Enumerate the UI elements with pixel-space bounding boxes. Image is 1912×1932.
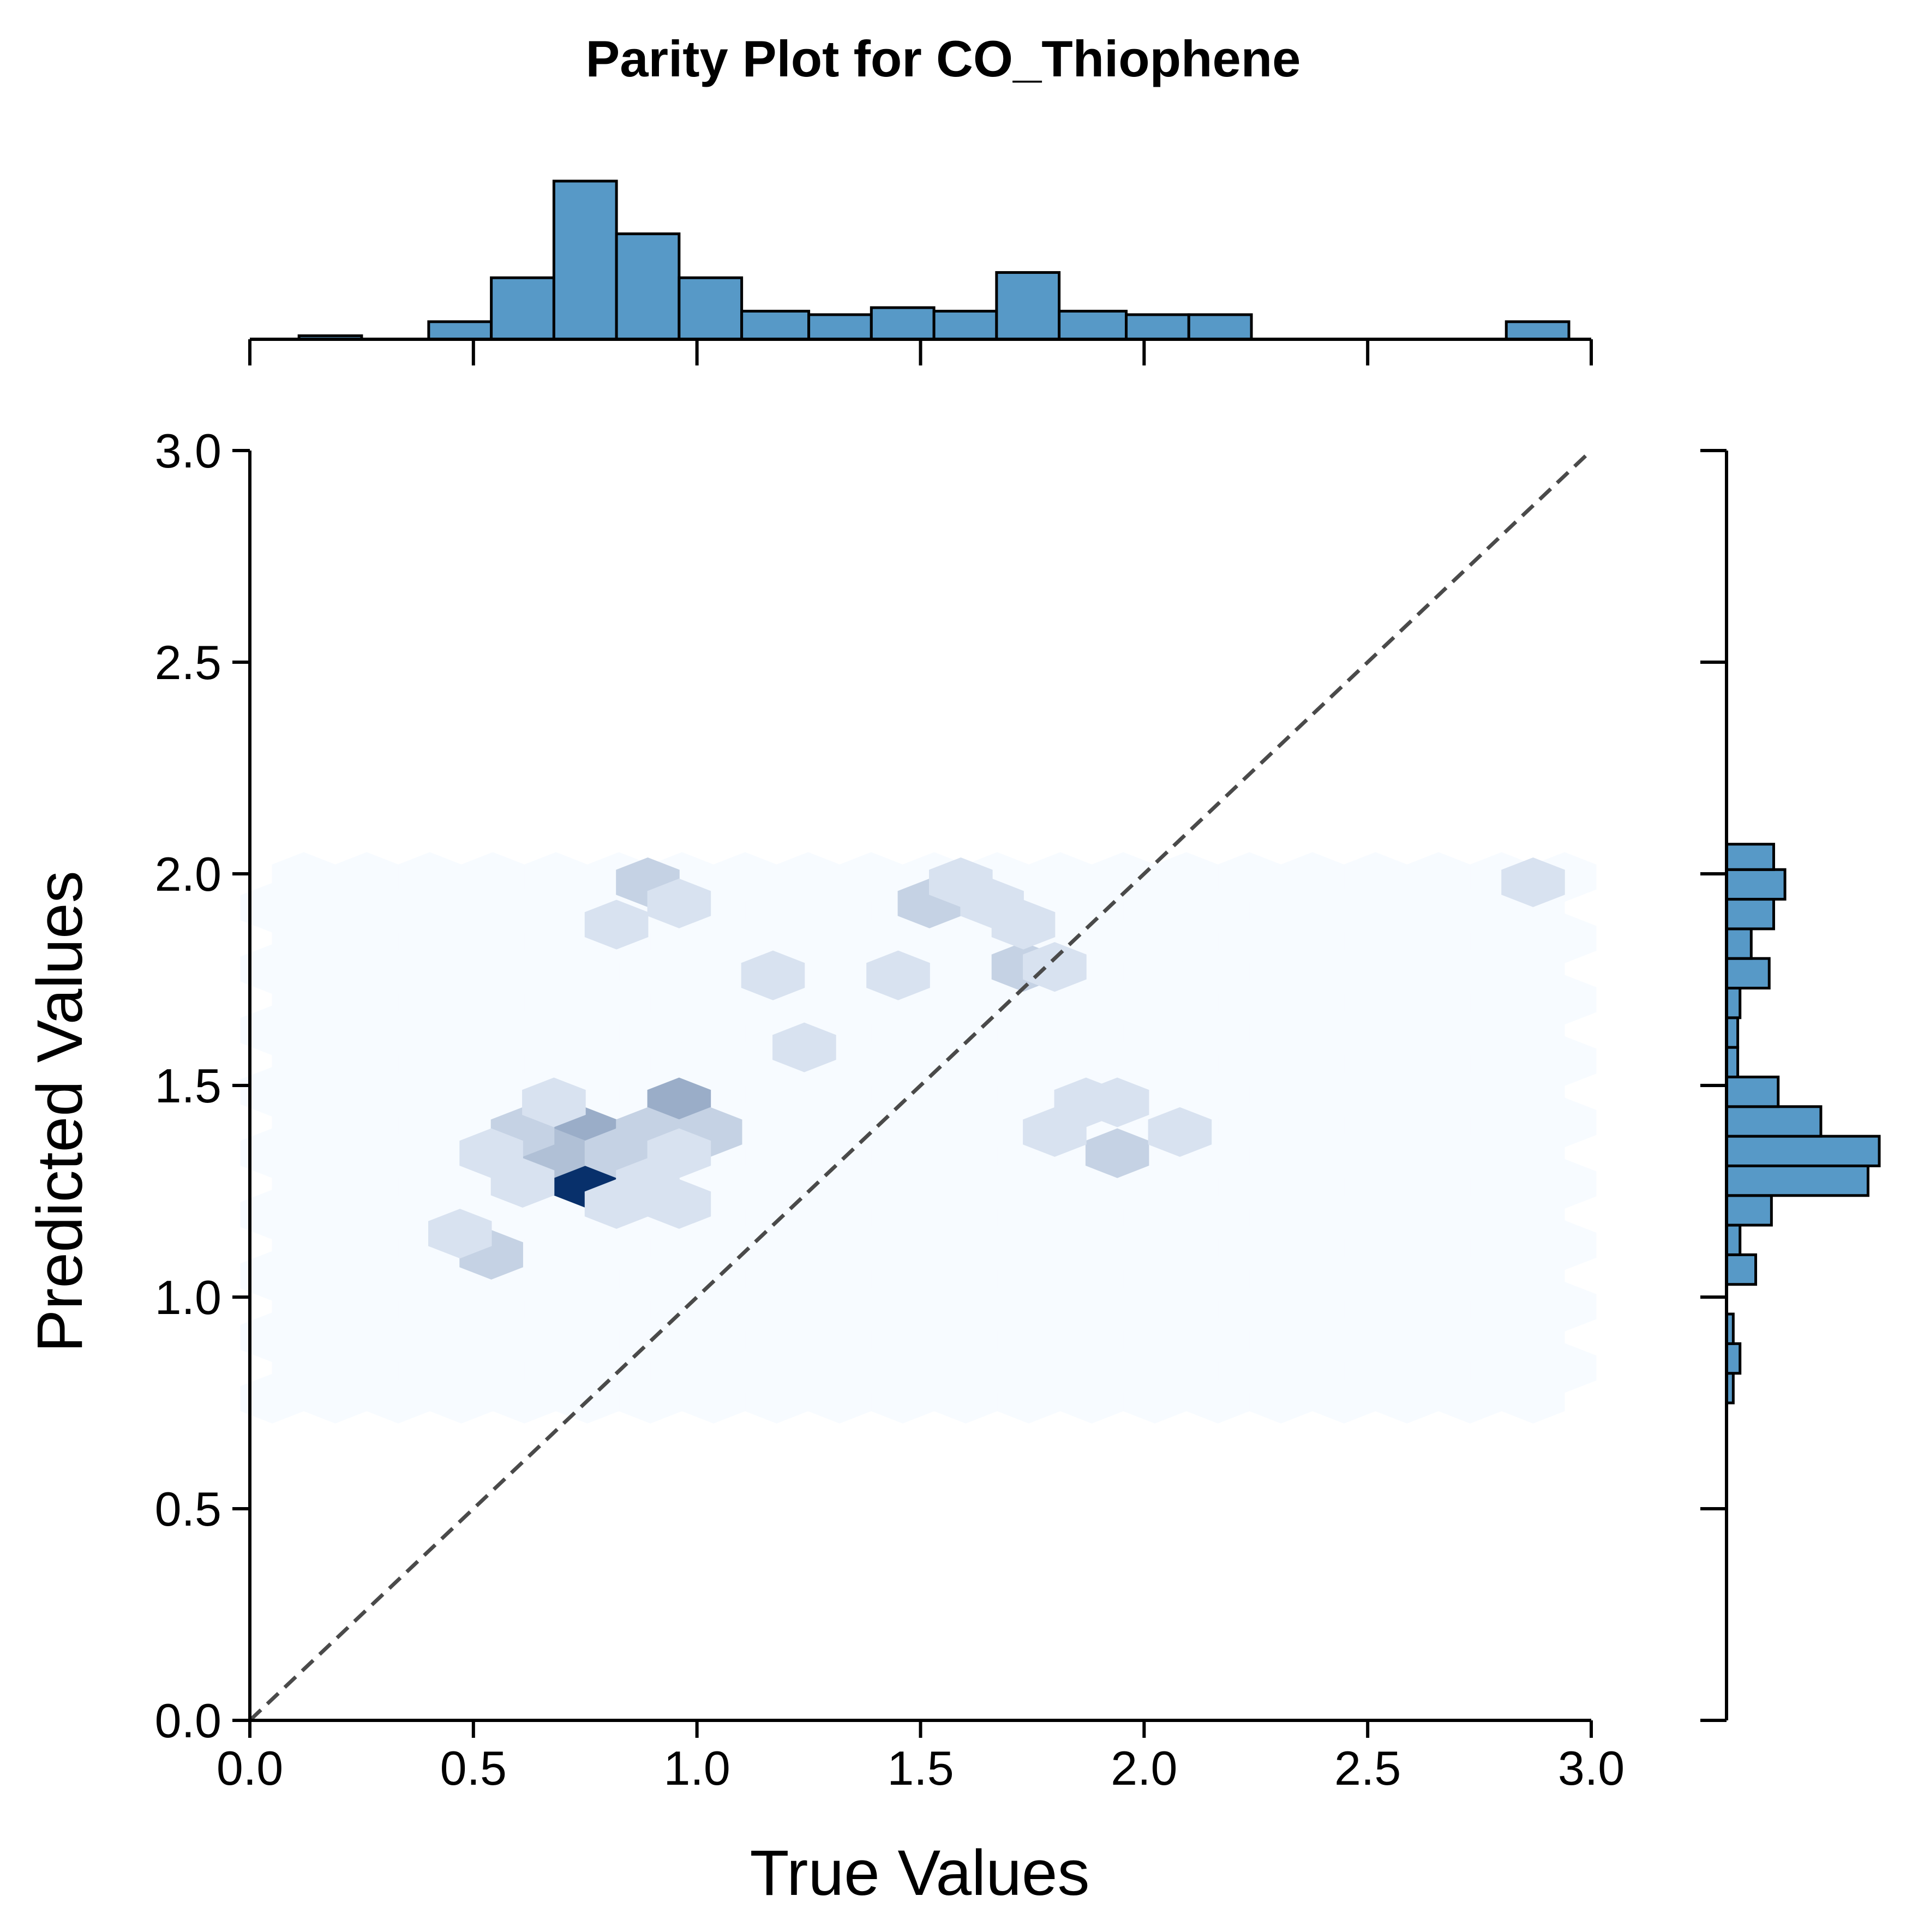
right-histogram-bar (1725, 1016, 1740, 1049)
y-axis-ticks: 0.0 0.5 1.0 1.5 2.0 2.5 3.0 (155, 424, 250, 1748)
x-axis-ticks: 0.0 0.5 1.0 1.5 2.0 2.5 3.0 (217, 1720, 1625, 1795)
y-tick-label: 2.0 (155, 847, 221, 901)
x-tick-label: 3.0 (1558, 1741, 1625, 1795)
x-tick-label: 1.5 (887, 1741, 954, 1795)
right-histogram-bar (1725, 1342, 1742, 1375)
top-histogram-bar (932, 309, 998, 341)
right-histogram-bar (1725, 1253, 1758, 1286)
hexbin-cell (1148, 1107, 1212, 1157)
hexbin-cell (1023, 942, 1087, 992)
top-histogram-bar (995, 271, 1061, 341)
hexbin-cells (240, 852, 1597, 1424)
top-histogram-bar (1125, 313, 1190, 341)
right-histogram-bar (1725, 1046, 1740, 1078)
hexbin-cell (1501, 857, 1565, 908)
top-histogram-bars (297, 179, 1571, 341)
hexbin-cell (490, 1157, 555, 1208)
right-histogram-bar (1725, 1164, 1869, 1197)
parity-line (248, 449, 1593, 1722)
y-tick-label: 1.5 (155, 1059, 221, 1113)
x-tick-label: 0.0 (217, 1741, 283, 1795)
y-tick-label: 1.0 (155, 1270, 221, 1324)
right-histogram-bar (1725, 868, 1787, 901)
hexbin-cell (741, 950, 805, 1000)
top-histogram-ticks (248, 339, 1593, 365)
top-marginal-histogram (248, 179, 1593, 365)
right-histogram-bar (1725, 987, 1742, 1019)
hexbin-cell (584, 899, 649, 950)
hexbin-cell (772, 1022, 836, 1072)
right-histogram-ticks (1700, 449, 1727, 1722)
x-tick-label: 0.5 (440, 1741, 507, 1795)
right-histogram-bar (1725, 898, 1775, 931)
right-histogram-bar (1725, 927, 1753, 960)
x-tick-label: 2.5 (1334, 1741, 1401, 1795)
hexbin-cell (866, 950, 930, 1000)
y-tick-label: 3.0 (155, 424, 221, 478)
top-histogram-bar (740, 309, 811, 341)
top-histogram-bar (615, 232, 681, 341)
top-histogram-bar (1187, 313, 1253, 341)
y-tick-label: 0.5 (155, 1482, 221, 1536)
top-histogram-bar (678, 276, 744, 341)
right-histogram-bars (1725, 843, 1881, 1405)
hexbin-cell (522, 1077, 586, 1127)
y-tick-label: 2.5 (155, 635, 221, 689)
right-histogram-bar (1725, 1135, 1881, 1167)
right-marginal-histogram (1700, 449, 1881, 1722)
right-histogram-bar (1725, 1194, 1773, 1227)
top-histogram-bar (490, 276, 555, 341)
hexbin-cell (428, 1209, 492, 1259)
x-tick-label: 1.0 (663, 1741, 730, 1795)
top-histogram-bar (870, 306, 936, 341)
y-axis-label: Predicted Values (24, 871, 96, 1352)
right-histogram-bar (1725, 1223, 1742, 1256)
hexbin-cell (647, 1179, 711, 1229)
hexbin-panel: 0.0 0.5 1.0 1.5 2.0 2.5 3.0 0.0 0.5 1.0 1.5 2.0 2.5… (24, 424, 1625, 1909)
top-histogram-bar (1505, 320, 1571, 341)
top-histogram-bar (427, 320, 493, 341)
right-histogram-bar (1725, 1075, 1780, 1108)
hexbin-cell (991, 899, 1056, 950)
top-histogram-bar (807, 313, 873, 341)
right-histogram-bar (1725, 957, 1771, 990)
top-histogram-bar (552, 179, 618, 341)
x-tick-label: 2.0 (1111, 1741, 1177, 1795)
right-histogram-bar (1725, 843, 1775, 871)
chart-title: Parity Plot for CO_Thiophene (586, 30, 1301, 87)
y-tick-label: 0.0 (155, 1694, 221, 1748)
hexbin-cell (1054, 1077, 1118, 1127)
right-histogram-bar (1725, 1105, 1823, 1138)
hexbin-cell (1085, 1128, 1149, 1178)
top-histogram-bar (1058, 309, 1128, 341)
x-axis-label: True Values (750, 1837, 1089, 1909)
